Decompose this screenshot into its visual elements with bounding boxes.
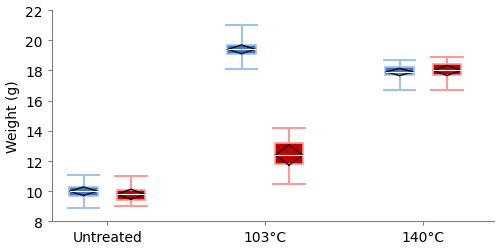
Bar: [228, 46, 256, 54]
Bar: [433, 65, 462, 76]
Y-axis label: Weight (g): Weight (g): [6, 80, 20, 152]
Bar: [116, 190, 145, 200]
Bar: [386, 68, 414, 76]
Bar: [274, 143, 303, 165]
Bar: [70, 187, 98, 196]
